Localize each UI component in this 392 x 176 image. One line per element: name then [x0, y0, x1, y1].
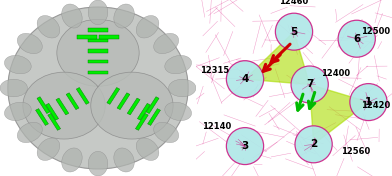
Ellipse shape [136, 138, 159, 161]
Text: 12315: 12315 [200, 66, 229, 75]
Text: 12500: 12500 [361, 27, 390, 36]
Bar [117, 93, 130, 110]
Bar [66, 93, 79, 110]
Ellipse shape [4, 55, 31, 74]
Ellipse shape [291, 66, 328, 103]
Ellipse shape [37, 15, 60, 38]
Ellipse shape [88, 0, 108, 25]
Ellipse shape [165, 102, 192, 121]
Ellipse shape [295, 126, 332, 163]
Bar [88, 49, 108, 53]
Ellipse shape [275, 13, 313, 50]
Ellipse shape [8, 7, 188, 169]
Ellipse shape [62, 4, 82, 28]
Bar [46, 103, 58, 120]
Bar [88, 71, 108, 74]
Bar [88, 60, 108, 63]
Bar [76, 87, 89, 104]
Text: 12400: 12400 [321, 69, 350, 78]
Ellipse shape [226, 61, 263, 98]
Ellipse shape [154, 122, 179, 143]
Text: 3: 3 [241, 141, 249, 151]
Ellipse shape [338, 20, 376, 57]
Polygon shape [310, 84, 368, 144]
Bar [36, 109, 49, 125]
Ellipse shape [154, 33, 179, 54]
Ellipse shape [165, 55, 192, 74]
Ellipse shape [114, 4, 134, 28]
Bar [88, 39, 108, 42]
Bar [37, 97, 50, 114]
Ellipse shape [88, 151, 108, 176]
Bar [48, 114, 61, 130]
Ellipse shape [0, 79, 27, 97]
Text: 6: 6 [353, 34, 360, 44]
Text: 1: 1 [365, 97, 372, 107]
Text: 12460: 12460 [279, 0, 309, 6]
Text: 12560: 12560 [341, 147, 370, 156]
Text: 5: 5 [290, 27, 298, 37]
Ellipse shape [23, 72, 105, 139]
Text: 12140: 12140 [202, 122, 231, 131]
Bar [138, 103, 150, 120]
Bar [88, 28, 108, 32]
Ellipse shape [57, 19, 139, 86]
Text: 4: 4 [241, 74, 249, 84]
Bar [146, 97, 159, 114]
Bar [77, 35, 97, 39]
Ellipse shape [114, 148, 134, 172]
Bar [56, 98, 69, 115]
Ellipse shape [37, 138, 60, 161]
Polygon shape [245, 32, 310, 84]
Text: 7: 7 [306, 80, 313, 89]
Bar [135, 114, 148, 130]
Text: 2: 2 [310, 139, 317, 149]
Bar [107, 87, 120, 104]
Ellipse shape [62, 148, 82, 172]
Ellipse shape [136, 15, 159, 38]
Ellipse shape [4, 102, 31, 121]
Ellipse shape [169, 79, 196, 97]
Ellipse shape [17, 122, 42, 143]
Ellipse shape [226, 128, 263, 165]
Bar [127, 98, 140, 115]
Ellipse shape [17, 33, 42, 54]
Bar [147, 109, 160, 125]
Ellipse shape [350, 84, 387, 121]
Text: 12420: 12420 [361, 101, 390, 110]
Bar [99, 35, 118, 39]
Ellipse shape [91, 72, 173, 139]
